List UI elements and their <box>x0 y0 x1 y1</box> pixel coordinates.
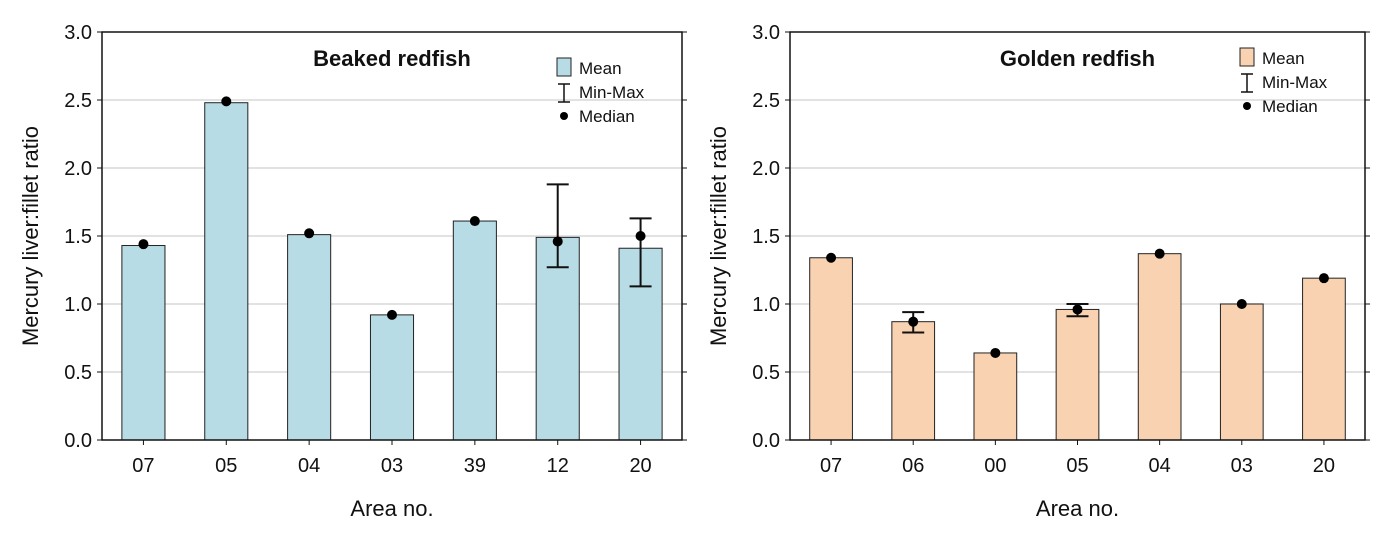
y-tick-label: 3.0 <box>752 22 780 44</box>
median-point <box>990 347 1001 358</box>
x-tick-label: 07 <box>820 455 842 477</box>
bar-12 <box>535 236 580 441</box>
y-tick-label: 2.0 <box>752 158 780 180</box>
x-tick-label: 05 <box>1066 455 1088 477</box>
median-point <box>908 316 919 327</box>
bar-06 <box>891 321 936 441</box>
legend-mean-swatch <box>1239 47 1255 67</box>
x-tick-label: 03 <box>381 455 403 477</box>
median-point <box>221 96 232 107</box>
y-tick-label: 1.0 <box>64 294 92 316</box>
x-tick-label: 05 <box>215 455 237 477</box>
chart-panel-0: 0.0 0.5 1.0 1.5 2.0 2.5 3.0 07 05 04 03 39 12 20 Beake… <box>18 22 687 521</box>
y-tick-label: 1.5 <box>64 226 92 248</box>
median-point <box>138 239 149 250</box>
bar-20 <box>1302 277 1346 441</box>
legend-mean: Mean <box>579 59 622 78</box>
legend-min-max: Min-Max <box>1262 73 1328 92</box>
median-point <box>552 236 563 247</box>
legend-mean: Mean <box>1262 49 1305 68</box>
x-tick-label: 39 <box>464 455 486 477</box>
bar-07 <box>121 245 166 441</box>
legend-median-symbol <box>560 112 568 120</box>
x-tick-label: 06 <box>902 455 924 477</box>
median-point <box>826 252 837 263</box>
median-point <box>469 216 480 227</box>
x-axis-label: Area no. <box>350 496 433 521</box>
x-tick-label: 12 <box>547 455 569 477</box>
bar-00 <box>973 352 1018 441</box>
x-tick-label: 07 <box>132 455 154 477</box>
x-tick-label: 20 <box>629 455 651 477</box>
x-tick-label: 03 <box>1231 455 1253 477</box>
legend-median: Median <box>579 107 635 126</box>
median-point <box>1072 304 1083 315</box>
legend-mean-swatch <box>556 57 572 77</box>
y-tick-label: 2.0 <box>64 158 92 180</box>
bar-04 <box>287 234 332 441</box>
chart-panel-1: 0.0 0.5 1.0 1.5 2.0 2.5 3.0 07 06 00 05 04 03 20 Golde… <box>706 22 1370 521</box>
y-tick-label: 2.5 <box>64 90 92 112</box>
legend-median: Median <box>1262 97 1318 116</box>
median-point <box>1154 248 1165 259</box>
x-axis-label: Area no. <box>1036 496 1119 521</box>
chart-title: Golden redfish <box>1000 46 1155 71</box>
median-point <box>387 309 397 320</box>
bar-04 <box>1137 253 1182 441</box>
y-tick-label: 2.5 <box>752 90 780 112</box>
bar-03 <box>1219 303 1264 441</box>
median-point <box>635 231 646 241</box>
legend-min-max: Min-Max <box>579 83 645 102</box>
y-tick-label: 0.5 <box>752 362 780 384</box>
y-tick-label: 0.0 <box>752 430 780 452</box>
x-tick-label: 04 <box>298 455 320 477</box>
bar-07 <box>809 257 853 441</box>
y-tick-label: 1.0 <box>752 294 780 316</box>
y-axis-label: Mercury liver:fillet ratio <box>706 126 731 346</box>
bar-39 <box>452 220 497 441</box>
chart-title: Beaked redfish <box>313 46 471 71</box>
x-tick-label: 20 <box>1313 455 1335 477</box>
median-point <box>304 228 315 239</box>
plot-frame <box>789 31 1366 441</box>
median-point <box>1236 299 1247 309</box>
legend-median-symbol <box>1243 102 1251 110</box>
bar-05 <box>204 102 249 441</box>
bar-03 <box>369 314 415 441</box>
median-point <box>1318 273 1329 284</box>
y-tick-label: 3.0 <box>64 22 92 44</box>
y-tick-label: 1.5 <box>752 226 780 248</box>
x-tick-label: 04 <box>1149 455 1171 477</box>
y-tick-label: 0.5 <box>64 362 92 384</box>
plot-frame <box>101 31 683 441</box>
x-tick-label: 00 <box>984 455 1006 477</box>
bar-05 <box>1055 308 1100 441</box>
y-tick-label: 0.0 <box>64 430 92 452</box>
y-axis-label: Mercury liver:fillet ratio <box>18 126 43 346</box>
